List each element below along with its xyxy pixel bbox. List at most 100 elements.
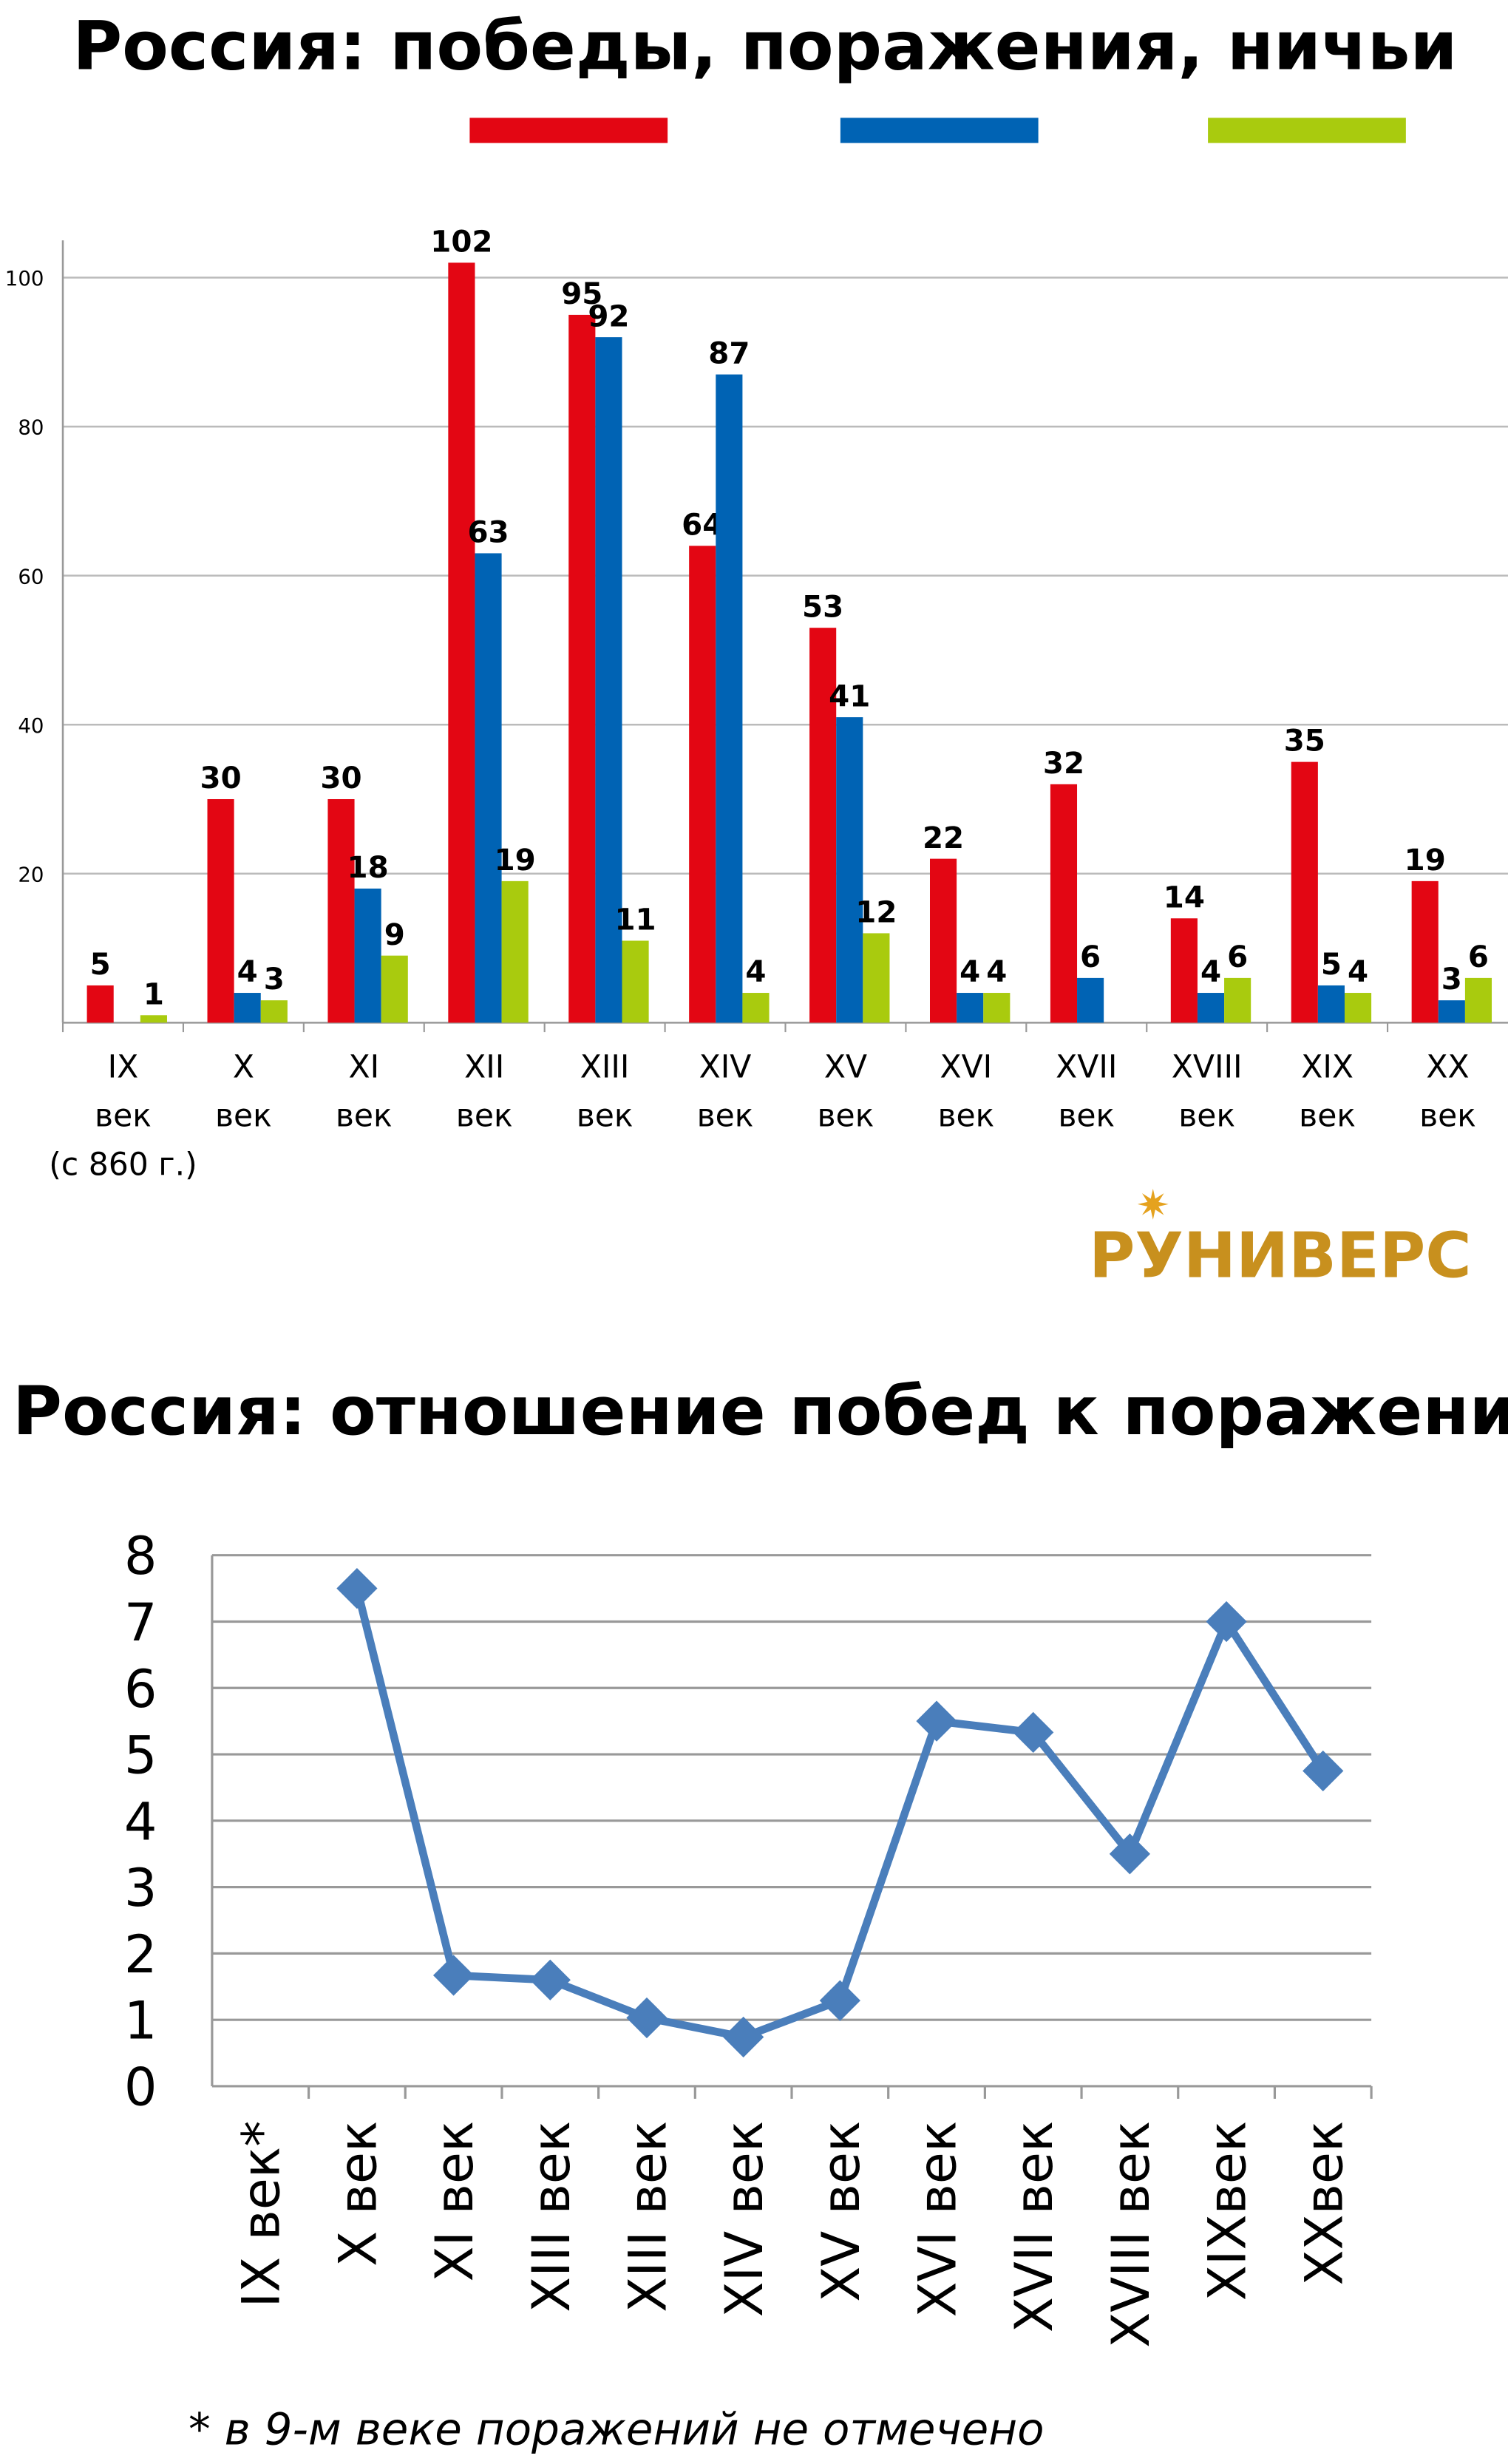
data-label: 5 [90, 947, 111, 982]
marker [1206, 1601, 1247, 1643]
line [353, 1587, 1327, 2041]
x-tick-label: XIXвек [1198, 2121, 1258, 2301]
y-tick-label: 3 [124, 1858, 157, 1918]
x-tick-label: XI [348, 1050, 379, 1086]
data-label: 35 [1284, 724, 1325, 758]
marker [529, 1959, 571, 2000]
data-label: 19 [1405, 843, 1446, 878]
x-tick-label: XVI [940, 1050, 993, 1086]
data-label: 3 [264, 962, 285, 997]
x-tick-label: век [215, 1099, 272, 1135]
x-tick-label: XX [1426, 1050, 1469, 1086]
x-tick-label: век [336, 1099, 393, 1135]
data-label: 41 [829, 679, 870, 713]
x-tick-label: век [697, 1099, 754, 1135]
bar [716, 374, 743, 1023]
x-tick-label: XV [824, 1050, 867, 1086]
bar [809, 628, 837, 1023]
data-label: 102 [430, 224, 492, 259]
bar [207, 798, 234, 1023]
x-tick-label: XIV [699, 1050, 752, 1086]
data-label: 6 [1080, 940, 1101, 974]
data-label: 3 [1441, 962, 1462, 997]
x-tick-label: X [233, 1050, 254, 1086]
y-tick-label: 5 [124, 1725, 157, 1786]
bar [1224, 977, 1251, 1023]
data-label: 32 [1043, 746, 1084, 781]
bar [1050, 784, 1078, 1023]
y-tick-label: 7 [124, 1592, 157, 1653]
y-tick-label: 2 [124, 1924, 157, 1985]
x-tick-label: X век [327, 2121, 388, 2267]
marker [1109, 1833, 1151, 1875]
bar [863, 933, 890, 1023]
bar [836, 717, 863, 1023]
data-label: 12 [855, 895, 897, 930]
y-tick-label: 1 [124, 1991, 157, 2051]
x-tick-label: век [1178, 1099, 1235, 1135]
x-tick-label: век [818, 1099, 874, 1135]
y-tick-label: 20 [18, 862, 44, 886]
bar [1170, 918, 1198, 1023]
data-label: 53 [802, 589, 843, 624]
marker [626, 1997, 668, 2039]
bar [983, 993, 1011, 1023]
x-tick-label: XXвек [1294, 2121, 1354, 2286]
data-label: 6 [1468, 940, 1489, 974]
bar [568, 314, 596, 1023]
data-label: 19 [495, 843, 536, 878]
x-tick-label: XV век [811, 2121, 872, 2302]
y-tick-label: 4 [124, 1791, 157, 1852]
data-label: 30 [320, 761, 361, 795]
bar [595, 337, 622, 1023]
bar [957, 993, 984, 1023]
bar [689, 546, 716, 1023]
y-tick-label: 100 [5, 266, 44, 291]
footnote: * в 9-м веке поражений не отмечено [188, 2404, 1045, 2455]
bar [140, 1015, 167, 1023]
legend-swatch [469, 118, 668, 143]
marker [723, 2016, 764, 2058]
legend-swatch [1208, 118, 1406, 143]
bar [742, 993, 770, 1023]
x-tick-label: век [1419, 1099, 1476, 1135]
bar [929, 858, 957, 1023]
data-label: 95 [561, 276, 602, 311]
bar [354, 888, 381, 1023]
data-label: 9 [384, 917, 405, 952]
x-tick-label: XI век [424, 2121, 485, 2282]
bar [327, 798, 355, 1023]
y-tick-label: 60 [18, 564, 44, 588]
y-tick-label: 40 [18, 713, 44, 738]
marker [819, 1980, 860, 2021]
bar [234, 993, 261, 1023]
bar [1317, 985, 1345, 1023]
bar [448, 262, 475, 1023]
data-label: 1 [143, 977, 164, 1011]
bar [475, 553, 502, 1023]
bar [1438, 1000, 1465, 1023]
bar [1411, 880, 1439, 1023]
bar [1077, 977, 1104, 1023]
logo: РУНИВЕРС [1089, 1220, 1472, 1293]
data-label: 18 [347, 850, 389, 885]
bar [622, 940, 649, 1023]
marker [432, 1955, 475, 1996]
bar [1291, 761, 1318, 1023]
x-tick-label: XVII век [1004, 2121, 1064, 2332]
marker [336, 1567, 378, 1609]
x-tick-label: XIV век [714, 2121, 775, 2318]
bar [501, 880, 529, 1023]
logo-star: ✷ [1136, 1182, 1170, 1229]
data-label: 6 [1227, 940, 1248, 974]
data-label: 4 [960, 954, 980, 989]
x-tick-label: век [95, 1099, 152, 1135]
chart-title: Россия: победы, поражения, ничьи [72, 6, 1457, 85]
data-label: 30 [200, 761, 241, 795]
legend-swatch [840, 118, 1039, 143]
x-tick-label: (с 860 г.) [49, 1147, 197, 1183]
data-label: 4 [237, 954, 258, 989]
bar [260, 1000, 288, 1023]
x-tick-label: XIII век [521, 2121, 582, 2312]
